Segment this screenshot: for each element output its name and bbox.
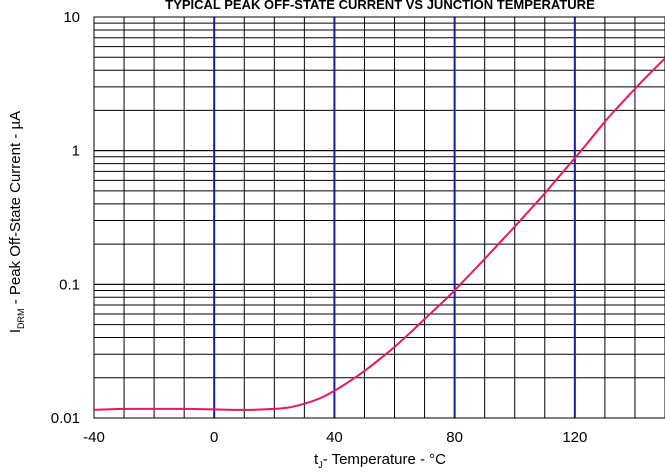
series-line xyxy=(93,57,665,411)
x-axis-label-sub: J xyxy=(318,460,323,470)
y-tick-labels: 0.01 0.1 1 10 xyxy=(51,9,80,427)
x-axis-label: tJ- Temperature - °C xyxy=(314,451,446,470)
x-axis-label-main: t xyxy=(314,451,319,468)
x-tick-label: 120 xyxy=(562,429,587,446)
plot-frame xyxy=(93,16,665,419)
y-axis-label-main: I xyxy=(7,329,24,333)
x-tick-label: 0 xyxy=(210,429,218,446)
y-axis-label-sub: DRM xyxy=(16,308,26,329)
grid-lines xyxy=(93,16,665,419)
y-tick-label: 0.01 xyxy=(51,410,80,427)
x-tick-label: -40 xyxy=(83,429,105,446)
x-tick-labels: -40 0 40 80 120 xyxy=(83,429,587,446)
y-tick-label: 0.1 xyxy=(59,276,80,293)
y-axis-label-rest: - Peak Off-State Current - µA xyxy=(7,111,24,309)
y-tick-label: 1 xyxy=(72,143,80,160)
y-tick-label: 10 xyxy=(63,9,80,26)
x-axis-label-rest: - Temperature - °C xyxy=(323,451,446,468)
x-tick-label: 80 xyxy=(446,429,463,446)
series-layer xyxy=(93,57,665,411)
chart-title: TYPICAL PEAK OFF-STATE CURRENT VS JUNCTI… xyxy=(165,0,595,12)
y-axis-label: IDRM - Peak Off-State Current - µA xyxy=(7,111,26,333)
highlight-lines xyxy=(213,17,576,418)
x-tick-label: 40 xyxy=(326,429,343,446)
